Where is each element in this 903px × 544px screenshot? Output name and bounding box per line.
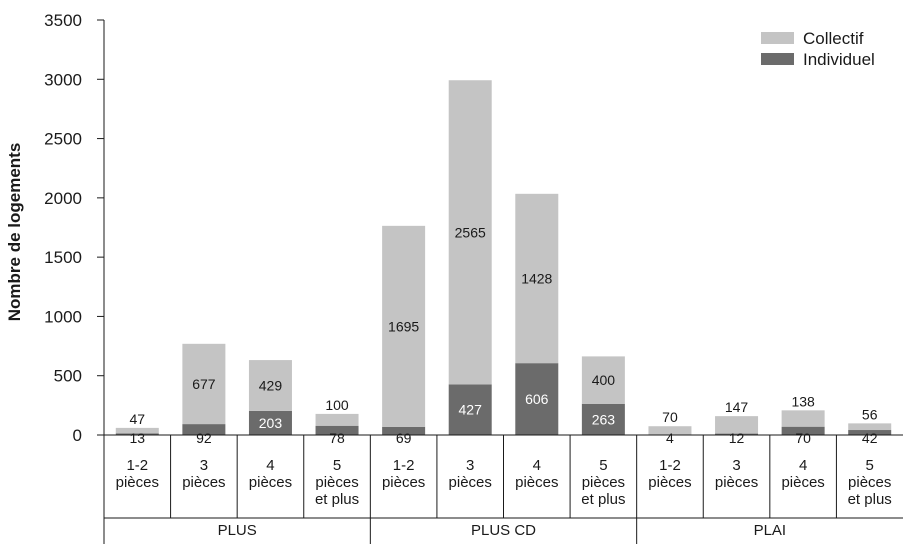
category-label: pièces [715,474,758,491]
bar-collectif [715,416,759,434]
data-label-collectif: 138 [791,393,815,409]
bar-individuel [781,426,825,435]
category-label: pièces [182,474,225,491]
group-label: PLUS [218,522,257,539]
data-label-collectif: 1428 [521,270,552,286]
category-label: et plus [315,491,359,508]
y-tick-label: 3000 [44,70,82,89]
legend-label: Individuel [803,50,875,69]
bar-collectif [315,413,359,426]
category-label: 3 [200,457,208,474]
data-label-collectif: 2565 [455,224,486,240]
category-label: 5 [866,457,874,474]
category-label: pièces [116,474,159,491]
category-label: pièces [382,474,425,491]
bar-collectif [248,360,292,411]
bars [115,80,892,435]
data-label-individuel: 606 [525,391,549,407]
bar-collectif [448,80,492,385]
bar-individuel [581,403,625,435]
category-label: 1-2 [659,457,681,474]
y-tick-label: 1500 [44,248,82,267]
bar-collectif [115,427,159,434]
category-label: et plus [581,491,625,508]
data-label-individuel: 427 [459,402,483,418]
data-label-individuel: 4 [666,430,674,446]
data-label-individuel: 78 [329,430,345,446]
data-label-collectif: 677 [192,376,216,392]
bar-collectif [648,426,692,435]
data-label-collectif: 400 [592,372,616,388]
category-label: pièces [515,474,558,491]
group-label: PLUS CD [471,522,536,539]
category-label: pièces [449,474,492,491]
data-label-individuel: 70 [795,430,811,446]
data-label-collectif: 429 [259,377,283,393]
category-label: pièces [315,474,358,491]
category-label: 5 [599,457,607,474]
category-label: 4 [533,457,541,474]
y-tick-label: 2000 [44,189,82,208]
bar-collectif [182,343,226,425]
category-label: 4 [799,457,807,474]
bar-individuel [248,410,292,435]
y-tick-label: 0 [73,426,82,445]
group-label: PLAI [754,522,787,539]
legend-swatch [761,32,794,44]
bar-individuel [848,430,892,435]
axes [103,20,903,544]
category-label: 1-2 [393,457,415,474]
data-label-individuel: 263 [592,411,616,427]
category-label: pièces [848,474,891,491]
category-label: 4 [266,457,274,474]
data-label-collectif: 56 [862,406,878,422]
bar-collectif [515,193,559,364]
data-label-individuel: 69 [396,430,412,446]
category-label: 3 [732,457,740,474]
category-label: 3 [466,457,474,474]
bar-individuel [182,424,226,435]
legend-label: Collectif [803,29,864,48]
data-label-collectif: 100 [325,397,349,413]
legend-swatch [761,53,794,65]
y-axis-ticks: 0 500 1000 1500 2000 2500 3000 3500 [44,11,104,445]
bar-collectif [382,225,426,427]
bar-individuel [448,384,492,435]
data-label-collectif: 147 [725,399,749,415]
data-label-individuel: 203 [259,415,283,431]
bar-individuel [115,433,159,435]
y-tick-label: 500 [54,367,82,386]
bar-collectif [848,423,892,431]
data-label-collectif: 47 [130,411,146,427]
category-label: pièces [648,474,691,491]
bar-collectif [581,356,625,404]
category-label: et plus [848,491,892,508]
category-label: pièces [781,474,824,491]
category-label: 5 [333,457,341,474]
y-tick-label: 2500 [44,130,82,149]
data-labels: 13 47 92 677 203 429 78 100 69 1695 427 2565 606 1428… [130,224,878,446]
bar-individuel [515,363,559,435]
y-tick-label: 3500 [44,11,82,30]
bar-individuel [715,433,759,435]
y-tick-label: 1000 [44,307,82,326]
category-label: pièces [249,474,292,491]
bar-collectif [781,410,825,427]
data-label-collectif: 1695 [388,318,419,334]
data-label-collectif: 70 [662,409,678,425]
bar-individuel [382,426,426,435]
category-label: 1-2 [126,457,148,474]
y-axis-title: Nombre de logements [5,143,24,322]
data-label-individuel: 92 [196,430,212,446]
legend: Collectif Individuel [761,29,875,69]
category-label: pièces [582,474,625,491]
data-label-individuel: 13 [130,430,146,446]
data-label-individuel: 42 [862,430,878,446]
data-label-individuel: 12 [729,430,745,446]
bar-individuel [315,425,359,435]
